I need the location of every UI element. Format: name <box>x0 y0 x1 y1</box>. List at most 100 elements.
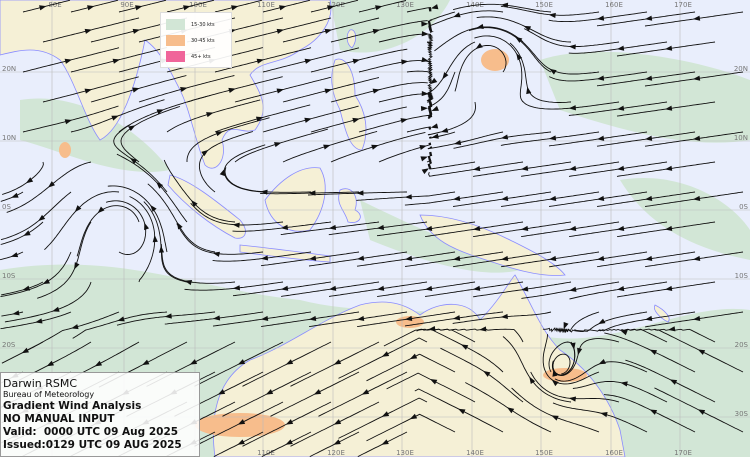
streamline-arrowhead <box>372 28 381 34</box>
streamline-arrowhead <box>548 135 557 141</box>
streamline-arrowhead <box>152 235 158 243</box>
streamline-arrowhead <box>183 5 191 11</box>
latitude-label: 20N <box>2 65 16 73</box>
streamline-arrowhead <box>644 75 653 81</box>
streamline-arrowhead <box>376 285 385 291</box>
streamline-arrowhead <box>381 411 390 417</box>
streamline-arrowhead <box>551 415 559 421</box>
streamline-arrowhead <box>71 324 79 330</box>
legend-item: 45+ kts <box>166 51 211 62</box>
streamline-arrowhead <box>421 57 429 63</box>
streamline-arrowhead <box>371 144 379 150</box>
streamline-arrowhead <box>219 168 225 177</box>
streamline-arrowhead <box>228 87 236 93</box>
streamline-arrowhead <box>596 135 605 141</box>
valid-time: Valid: 0000 UTC 09 Aug 2025 <box>3 426 179 438</box>
land-new-guinea <box>419 214 566 276</box>
streamline-arrowhead <box>189 359 198 365</box>
longitude-label: 170E <box>674 1 692 9</box>
streamline-arrowhead <box>328 224 337 231</box>
streamline-arrowhead <box>616 105 625 111</box>
streamline-arrowhead <box>87 5 95 11</box>
streamline-arrowhead <box>409 353 418 360</box>
streamline-arrowhead <box>150 204 157 212</box>
streamline-arrowhead <box>280 285 289 291</box>
streamline-arrowhead <box>620 330 628 336</box>
streamline-arrowhead <box>375 5 383 11</box>
streamline-arrowhead <box>453 139 462 146</box>
streamline-arrowhead <box>664 45 673 51</box>
streamline-arrowhead <box>515 36 523 43</box>
agency-name: Bureau of Meteorology <box>3 390 95 399</box>
streamline-arrowhead <box>260 315 269 321</box>
streamline-arrowhead <box>74 262 80 270</box>
streamline-arrowhead <box>420 105 429 112</box>
streamline-arrowhead <box>111 115 119 121</box>
streamline-arrowhead <box>25 177 34 184</box>
streamline-arrowhead <box>352 58 361 64</box>
streamline-arrowhead <box>452 315 461 321</box>
streamline-arrowhead <box>616 165 625 171</box>
streamline-arrowhead <box>285 419 294 425</box>
streamline <box>118 0 167 13</box>
streamline-arrowhead <box>231 5 239 11</box>
streamline-arrowhead <box>52 306 60 312</box>
land-taiwan <box>346 29 356 49</box>
streamline-arrowhead <box>596 255 605 262</box>
streamline-arrowhead <box>232 285 241 291</box>
streamline-arrowhead <box>430 4 439 10</box>
longitude-label: 100E <box>189 1 207 9</box>
streamline-arrowhead <box>472 225 481 232</box>
streamline-arrowhead <box>692 255 701 262</box>
streamline <box>166 0 215 13</box>
longitude-label: 80E <box>48 1 61 9</box>
streamline-arrowhead <box>460 344 469 350</box>
legend-label: 45+ kts <box>191 53 211 60</box>
streamline-arrowhead <box>381 439 389 445</box>
streamline-arrowhead <box>156 109 165 115</box>
streamline-arrowhead <box>308 255 317 261</box>
streamline-arrowhead <box>420 156 428 162</box>
streamline-arrowhead <box>669 379 678 385</box>
streamline-arrowhead <box>644 315 653 322</box>
streamline-arrowhead <box>237 439 245 445</box>
streamline-arrowhead <box>549 68 557 75</box>
streamline-arrowhead <box>46 360 55 367</box>
streamline-arrowhead <box>333 359 342 365</box>
streamline-arrowhead <box>324 88 332 94</box>
streamline-arrowhead <box>664 285 673 292</box>
shade-30-45 <box>59 142 71 158</box>
streamline-arrowhead <box>563 321 569 330</box>
longitude-label: 110E <box>257 449 275 457</box>
streamline-arrowhead <box>506 407 515 414</box>
streamline-arrowhead <box>692 195 701 201</box>
streamline-arrowhead <box>452 255 461 262</box>
streamline-arrowhead <box>206 112 214 118</box>
streamline-arrowhead <box>35 318 43 324</box>
streamline-arrowhead <box>64 58 73 64</box>
land-sumatra <box>167 174 246 239</box>
streamline-arrowhead <box>212 251 220 257</box>
centre-name: Darwin RSMC <box>3 377 78 390</box>
streamline-arrowhead <box>697 349 706 355</box>
streamline-arrowhead <box>440 127 449 133</box>
streamline-arrowhead <box>452 195 461 201</box>
streamline <box>0 251 72 298</box>
streamline-arrowhead <box>616 225 625 232</box>
streamline-arrowhead <box>176 222 183 230</box>
streamline-arrowhead <box>97 206 105 214</box>
streamline-arrowhead <box>132 87 140 93</box>
streamline-arrowhead <box>577 347 583 356</box>
streamline-arrowhead <box>548 195 557 201</box>
streamline-arrowhead <box>649 409 658 415</box>
streamline-arrowhead <box>285 439 293 445</box>
product-title: Gradient Wind Analysis <box>3 400 142 412</box>
streamline-arrowhead <box>280 224 289 230</box>
longitude-label: 120E <box>327 1 345 9</box>
streamline-arrowhead <box>38 214 46 222</box>
streamline-arrowhead <box>548 12 556 19</box>
streamline <box>427 159 476 170</box>
legend-swatch <box>166 19 185 30</box>
streamline-arrowhead <box>128 125 136 132</box>
streamline-arrowhead <box>156 181 163 189</box>
